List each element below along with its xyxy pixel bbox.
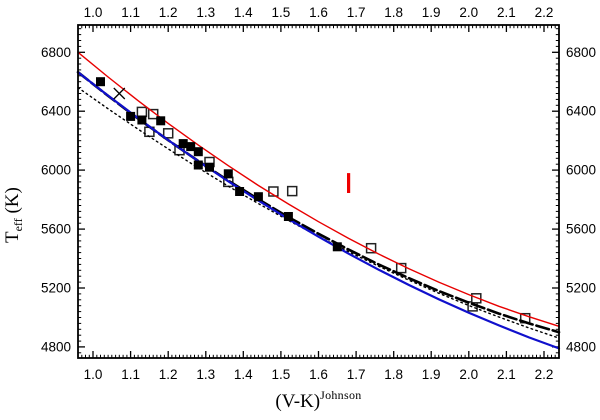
x-tick-label-bottom: 1.0	[84, 367, 103, 382]
x-tick-label-top: 1.7	[347, 5, 366, 20]
black-dotted-curve	[77, 86, 560, 339]
open-square-marker	[395, 262, 407, 274]
filled-square-marker	[156, 116, 166, 126]
filled-square-marker	[96, 77, 105, 87]
y-axis-title: Teff (K)	[2, 187, 26, 243]
y-tick-label-right: 6800	[566, 45, 596, 60]
filled-square-marker	[178, 139, 188, 149]
x-tick-label-top: 1.5	[272, 5, 291, 20]
filled-square-marker	[186, 142, 196, 152]
black-long-dash-curve	[76, 70, 561, 334]
blue-solid-curve	[76, 71, 561, 350]
y-axis-title-subscript: eff	[11, 218, 25, 232]
x-axis-title-superscript: Johnson	[320, 388, 362, 402]
filled-square-marker	[235, 187, 245, 196]
open-square-marker	[162, 128, 174, 139]
y-axis-title-units: (K)	[2, 187, 23, 219]
y-tick-label-left: 6800	[41, 45, 71, 60]
x-tick-label-top: 2.1	[497, 5, 516, 20]
x-tick-label-top: 1.2	[159, 5, 178, 20]
filled-square-marker	[223, 169, 233, 179]
filled-square-marker	[193, 147, 203, 157]
y-tick-label-left: 5600	[41, 222, 71, 237]
x-cross-marker	[113, 87, 126, 100]
filled-square-marker	[137, 115, 147, 125]
x-tick-label-bottom: 2.2	[535, 367, 554, 382]
filled-square-marker	[205, 162, 214, 172]
filled-square-marker	[253, 192, 263, 202]
open-square-marker	[136, 106, 148, 118]
y-tick-label-right: 5600	[566, 222, 596, 237]
x-tick-label-top: 2.0	[459, 5, 478, 20]
x-axis-title: (V-K)Johnson	[78, 388, 559, 413]
x-tick-label-bottom: 1.3	[196, 367, 215, 382]
y-tick-label-right: 5200	[566, 281, 596, 296]
x-tick-label-bottom: 1.7	[347, 367, 366, 382]
y-tick-label-left: 6000	[41, 163, 71, 178]
y-axis-title-main: T	[2, 231, 23, 243]
x-tick-label-bottom: 1.1	[121, 367, 140, 382]
x-tick-label-bottom: 2.1	[497, 367, 516, 382]
filled-square-marker	[126, 111, 136, 121]
x-tick-label-top: 1.0	[84, 5, 103, 20]
open-square-marker	[147, 108, 159, 120]
y-tick-label-right: 6000	[566, 163, 596, 178]
red-solid-curve	[77, 51, 560, 327]
x-tick-label-bottom: 1.2	[159, 367, 178, 382]
x-tick-label-top: 2.2	[535, 5, 554, 20]
x-axis-title-main: (V-K)	[275, 391, 321, 412]
x-tick-label-top: 1.6	[309, 5, 328, 20]
open-square-marker	[471, 293, 482, 304]
y-tick-label-right: 6400	[566, 104, 596, 119]
y-tick-label-left: 4800	[41, 339, 71, 354]
filled-square-marker	[332, 242, 342, 252]
filled-square-marker	[283, 212, 293, 221]
y-tick-label-left: 6400	[41, 104, 71, 119]
x-tick-label-top: 1.3	[196, 5, 215, 20]
x-tick-label-top: 1.8	[384, 5, 403, 20]
x-tick-label-bottom: 1.4	[234, 367, 253, 382]
plot-frame	[77, 24, 560, 359]
filled-square-marker	[193, 160, 203, 170]
x-tick-label-bottom: 1.8	[384, 367, 403, 382]
x-tick-label-top: 1.9	[422, 5, 441, 20]
open-square-marker	[286, 185, 298, 197]
x-tick-label-bottom: 2.0	[459, 367, 478, 382]
x-tick-label-top: 1.1	[121, 5, 140, 20]
x-tick-label-bottom: 1.9	[422, 367, 441, 382]
y-tick-label-left: 5200	[41, 281, 71, 296]
x-tick-label-top: 1.4	[234, 5, 253, 20]
x-tick-label-bottom: 1.5	[272, 367, 291, 382]
x-tick-label-bottom: 1.6	[309, 367, 328, 382]
y-tick-label-right: 4800	[566, 339, 596, 354]
